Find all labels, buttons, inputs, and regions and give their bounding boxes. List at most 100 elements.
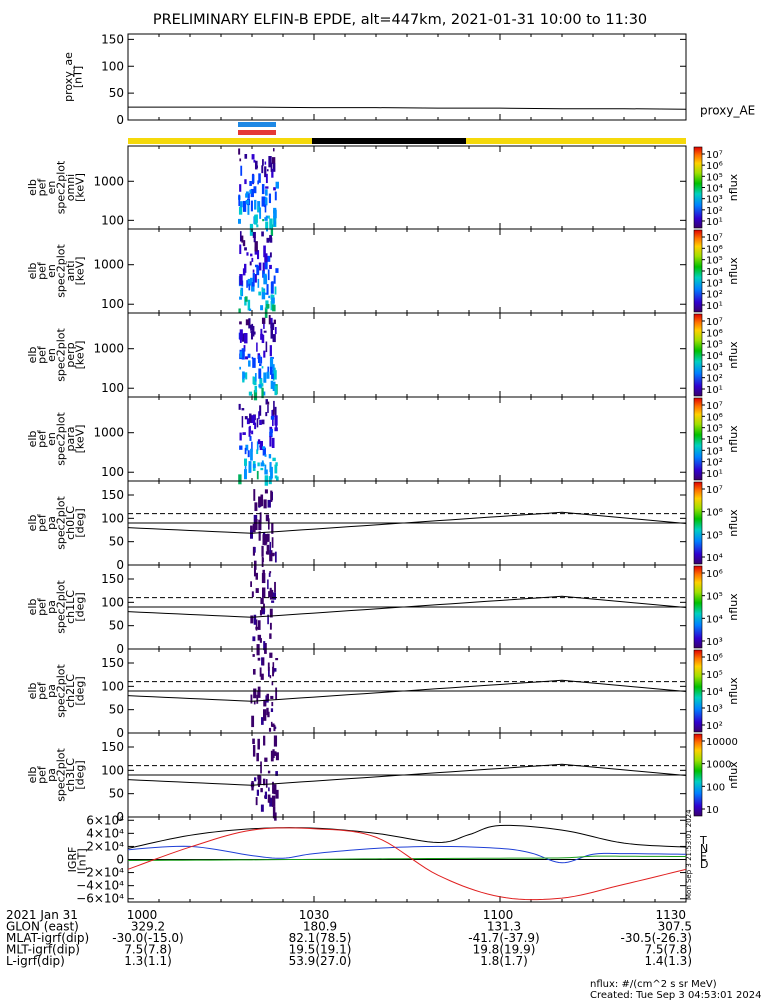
colorbar-tick-label: 10³	[706, 362, 723, 373]
heatmap-cell	[245, 319, 250, 326]
y-tick-label: 150	[101, 656, 124, 670]
heatmap-cell	[261, 556, 264, 568]
heatmap-cell	[251, 282, 255, 287]
heatmap-cell	[253, 390, 258, 401]
heatmap-cell	[270, 708, 274, 713]
heatmap-cell	[272, 381, 276, 392]
heatmap-cell	[271, 371, 274, 374]
heatmap-cell	[271, 157, 276, 165]
heatmap-cell	[274, 286, 277, 295]
heatmap-cell	[262, 159, 264, 166]
ylabel-word: [nT]	[76, 848, 89, 870]
colorbar-tick-label: 10³	[706, 704, 723, 715]
heatmap-cell	[255, 274, 257, 283]
heatmap-cell	[260, 788, 263, 793]
footer-cell: 82.1(78.5)	[289, 931, 352, 945]
ylabel-word: omni	[64, 174, 77, 201]
heatmap-cell	[257, 206, 259, 212]
legend-label-D: D	[700, 858, 708, 871]
heatmap-cell	[261, 184, 265, 195]
ylabel-word: en	[45, 432, 58, 446]
colorbar-tick-label: 10⁶	[706, 508, 723, 519]
ylabel-word: [keV]	[74, 341, 87, 370]
footer-cell: 1000	[127, 908, 158, 922]
colorbar-tick-label: 10⁷	[706, 317, 723, 328]
ylabel-word: spec2plot	[55, 328, 68, 382]
y-tick-label: −4×10⁴	[76, 879, 124, 893]
colorbar-tick-label: 10³	[706, 446, 723, 457]
science-zone-bar	[128, 122, 686, 144]
heatmap-cell	[247, 353, 251, 358]
heatmap-cell	[268, 572, 271, 577]
heatmap-cell	[251, 257, 254, 262]
heatmap-cell	[268, 156, 272, 168]
heatmap-cell	[248, 360, 251, 367]
heatmap-cell	[259, 363, 262, 367]
colorbar	[693, 481, 703, 565]
ylabel-word: elb	[26, 347, 39, 364]
heatmap-cell	[272, 592, 277, 600]
heatmap-cell	[260, 597, 264, 605]
heatmap-cell	[244, 263, 247, 273]
y-tick-label: 2×10⁴	[86, 839, 124, 853]
heatmap-cell	[271, 552, 275, 556]
heatmap-cell	[270, 301, 273, 311]
heatmap-cell	[272, 148, 275, 152]
heatmap-cell	[249, 261, 252, 266]
footer-ephemeris-table: 2021 Jan 31 1000 1030 1100 1130 GLON (east) 32…	[6, 908, 692, 968]
colorbar-tick-label: 10²	[706, 374, 723, 385]
y-tick-label: 150	[101, 740, 124, 754]
ylabel-word: pef	[36, 178, 49, 197]
ylabel-word: pef	[36, 681, 49, 700]
heatmap-cell	[245, 372, 248, 380]
ylabel-word: spec2plot	[55, 244, 68, 298]
footer-row-label: MLT-igrf(dip)	[6, 943, 80, 957]
heatmap-cell	[270, 294, 274, 299]
footer-row-label: MLAT-igrf(dip)	[6, 931, 89, 945]
heatmap-cell	[256, 470, 259, 480]
colorbar-tick-label: 10000	[706, 737, 738, 748]
y-tick-label: 100	[101, 297, 124, 311]
ylabel-word: elb	[26, 431, 39, 448]
heatmap-cell	[262, 262, 265, 271]
heatmap-cell	[263, 735, 266, 746]
heatmap-cell	[252, 272, 255, 283]
y-tick-label: 0	[116, 810, 124, 824]
heatmap-cell	[259, 207, 262, 219]
heatmap-cell	[258, 368, 262, 379]
heatmap-cell	[241, 416, 244, 428]
ionosphere-bar-blue	[238, 122, 276, 127]
heatmap-cell	[273, 319, 276, 325]
heatmap-cell	[268, 666, 270, 677]
footer-cell: 1100	[483, 908, 514, 922]
heatmap-cell	[252, 357, 256, 368]
heatmap-cell	[268, 787, 270, 792]
heatmap-cell	[263, 699, 267, 707]
heatmap-cell	[252, 738, 255, 745]
heatmap-cell	[260, 328, 263, 340]
heatmap-cell	[272, 334, 276, 343]
colorbar-tick-label: 10⁷	[706, 233, 723, 244]
heatmap-cell	[253, 186, 257, 194]
footer-row-label: GLON (east)	[6, 920, 79, 934]
heatmap-cell	[266, 693, 270, 701]
heatmap-cell	[250, 615, 254, 624]
heatmap-cell	[274, 551, 277, 563]
heatmap-cell	[272, 457, 276, 462]
colorbar-tick-label: 10⁴	[706, 267, 723, 278]
heatmap-cell	[267, 499, 271, 508]
heatmap-cell	[273, 724, 276, 732]
heatmap-cell	[274, 191, 277, 201]
y-tick-label: 50	[109, 619, 124, 633]
y-tick-label: 100	[101, 511, 124, 525]
ylabel-word: pa	[45, 516, 58, 530]
heatmap-cell	[247, 278, 251, 287]
heatmap-cell	[246, 418, 250, 425]
heatmap-cell	[250, 324, 254, 331]
heatmap-cell	[269, 264, 272, 270]
colorbar-label: nflux	[727, 425, 740, 453]
heatmap-cell	[263, 391, 266, 396]
